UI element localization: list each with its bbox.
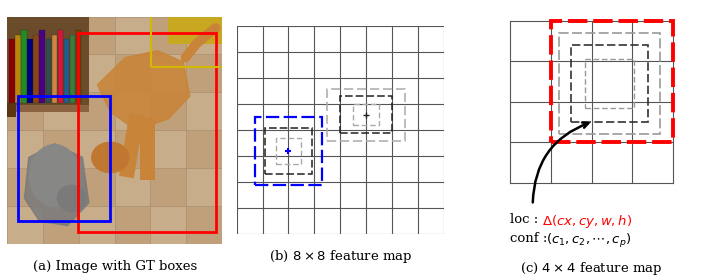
Bar <box>39 30 45 103</box>
Bar <box>43 17 79 55</box>
Bar <box>571 45 649 122</box>
Bar <box>265 128 312 174</box>
Bar <box>7 92 43 130</box>
Bar <box>43 168 79 206</box>
Bar <box>151 206 186 244</box>
Bar <box>79 92 115 130</box>
Bar <box>43 55 79 92</box>
Polygon shape <box>25 144 89 225</box>
Bar <box>46 39 51 103</box>
Text: (b) $8 \times 8$ feature map: (b) $8 \times 8$ feature map <box>269 248 412 265</box>
Bar <box>28 39 33 103</box>
Bar <box>115 168 151 206</box>
Bar <box>115 206 151 244</box>
Ellipse shape <box>57 185 87 212</box>
Bar <box>7 130 43 168</box>
Bar <box>151 55 186 92</box>
Bar <box>79 17 115 55</box>
Bar <box>70 35 75 103</box>
Bar <box>43 206 79 244</box>
Bar <box>275 138 301 164</box>
Bar <box>168 17 222 44</box>
Bar <box>186 168 222 206</box>
Bar <box>353 104 379 125</box>
Text: (c) $4 \times 4$ feature map: (c) $4 \times 4$ feature map <box>521 260 662 277</box>
Bar <box>115 55 151 92</box>
Bar <box>186 92 222 130</box>
Bar <box>43 130 79 168</box>
Bar <box>115 130 151 168</box>
Bar <box>7 103 16 117</box>
Bar <box>151 130 186 168</box>
Bar <box>7 206 43 244</box>
Bar <box>79 206 115 244</box>
Bar <box>76 30 81 103</box>
Bar <box>119 113 144 178</box>
Bar <box>151 168 186 206</box>
Text: conf :: conf : <box>510 232 547 245</box>
Bar <box>186 206 222 244</box>
Bar <box>15 35 21 103</box>
Bar <box>63 39 69 103</box>
Bar <box>33 35 39 103</box>
Bar <box>186 130 222 168</box>
Text: (a) Image with GT boxes: (a) Image with GT boxes <box>33 260 197 273</box>
Bar <box>79 130 115 168</box>
Bar <box>551 21 673 142</box>
Bar <box>18 96 111 221</box>
Text: $(c_1,c_2,\cdots,c_p)$: $(c_1,c_2,\cdots,c_p)$ <box>546 232 631 250</box>
Bar <box>559 33 660 134</box>
Bar <box>79 55 115 92</box>
Bar <box>79 168 115 206</box>
Bar <box>186 17 222 55</box>
Ellipse shape <box>91 142 130 173</box>
Bar <box>43 92 79 130</box>
Bar <box>186 55 222 92</box>
Bar <box>7 17 43 55</box>
Bar <box>78 32 215 232</box>
Bar <box>255 117 323 185</box>
Ellipse shape <box>29 144 80 207</box>
Bar <box>585 59 634 108</box>
Bar <box>115 92 151 130</box>
Bar <box>115 17 151 55</box>
Bar <box>151 17 186 55</box>
Polygon shape <box>98 51 190 130</box>
Bar <box>7 105 89 112</box>
Bar <box>52 35 57 103</box>
Text: $\Delta(cx,cy,w,h)$: $\Delta(cx,cy,w,h)$ <box>542 213 632 230</box>
Bar <box>7 168 43 206</box>
Bar <box>151 92 186 130</box>
Bar <box>141 117 156 180</box>
Bar <box>328 89 405 140</box>
Bar <box>58 30 63 103</box>
Text: loc :: loc : <box>510 213 539 226</box>
Bar <box>9 39 15 103</box>
Bar <box>21 30 27 103</box>
Bar <box>7 55 43 92</box>
Bar <box>7 17 89 107</box>
Bar <box>341 96 392 133</box>
